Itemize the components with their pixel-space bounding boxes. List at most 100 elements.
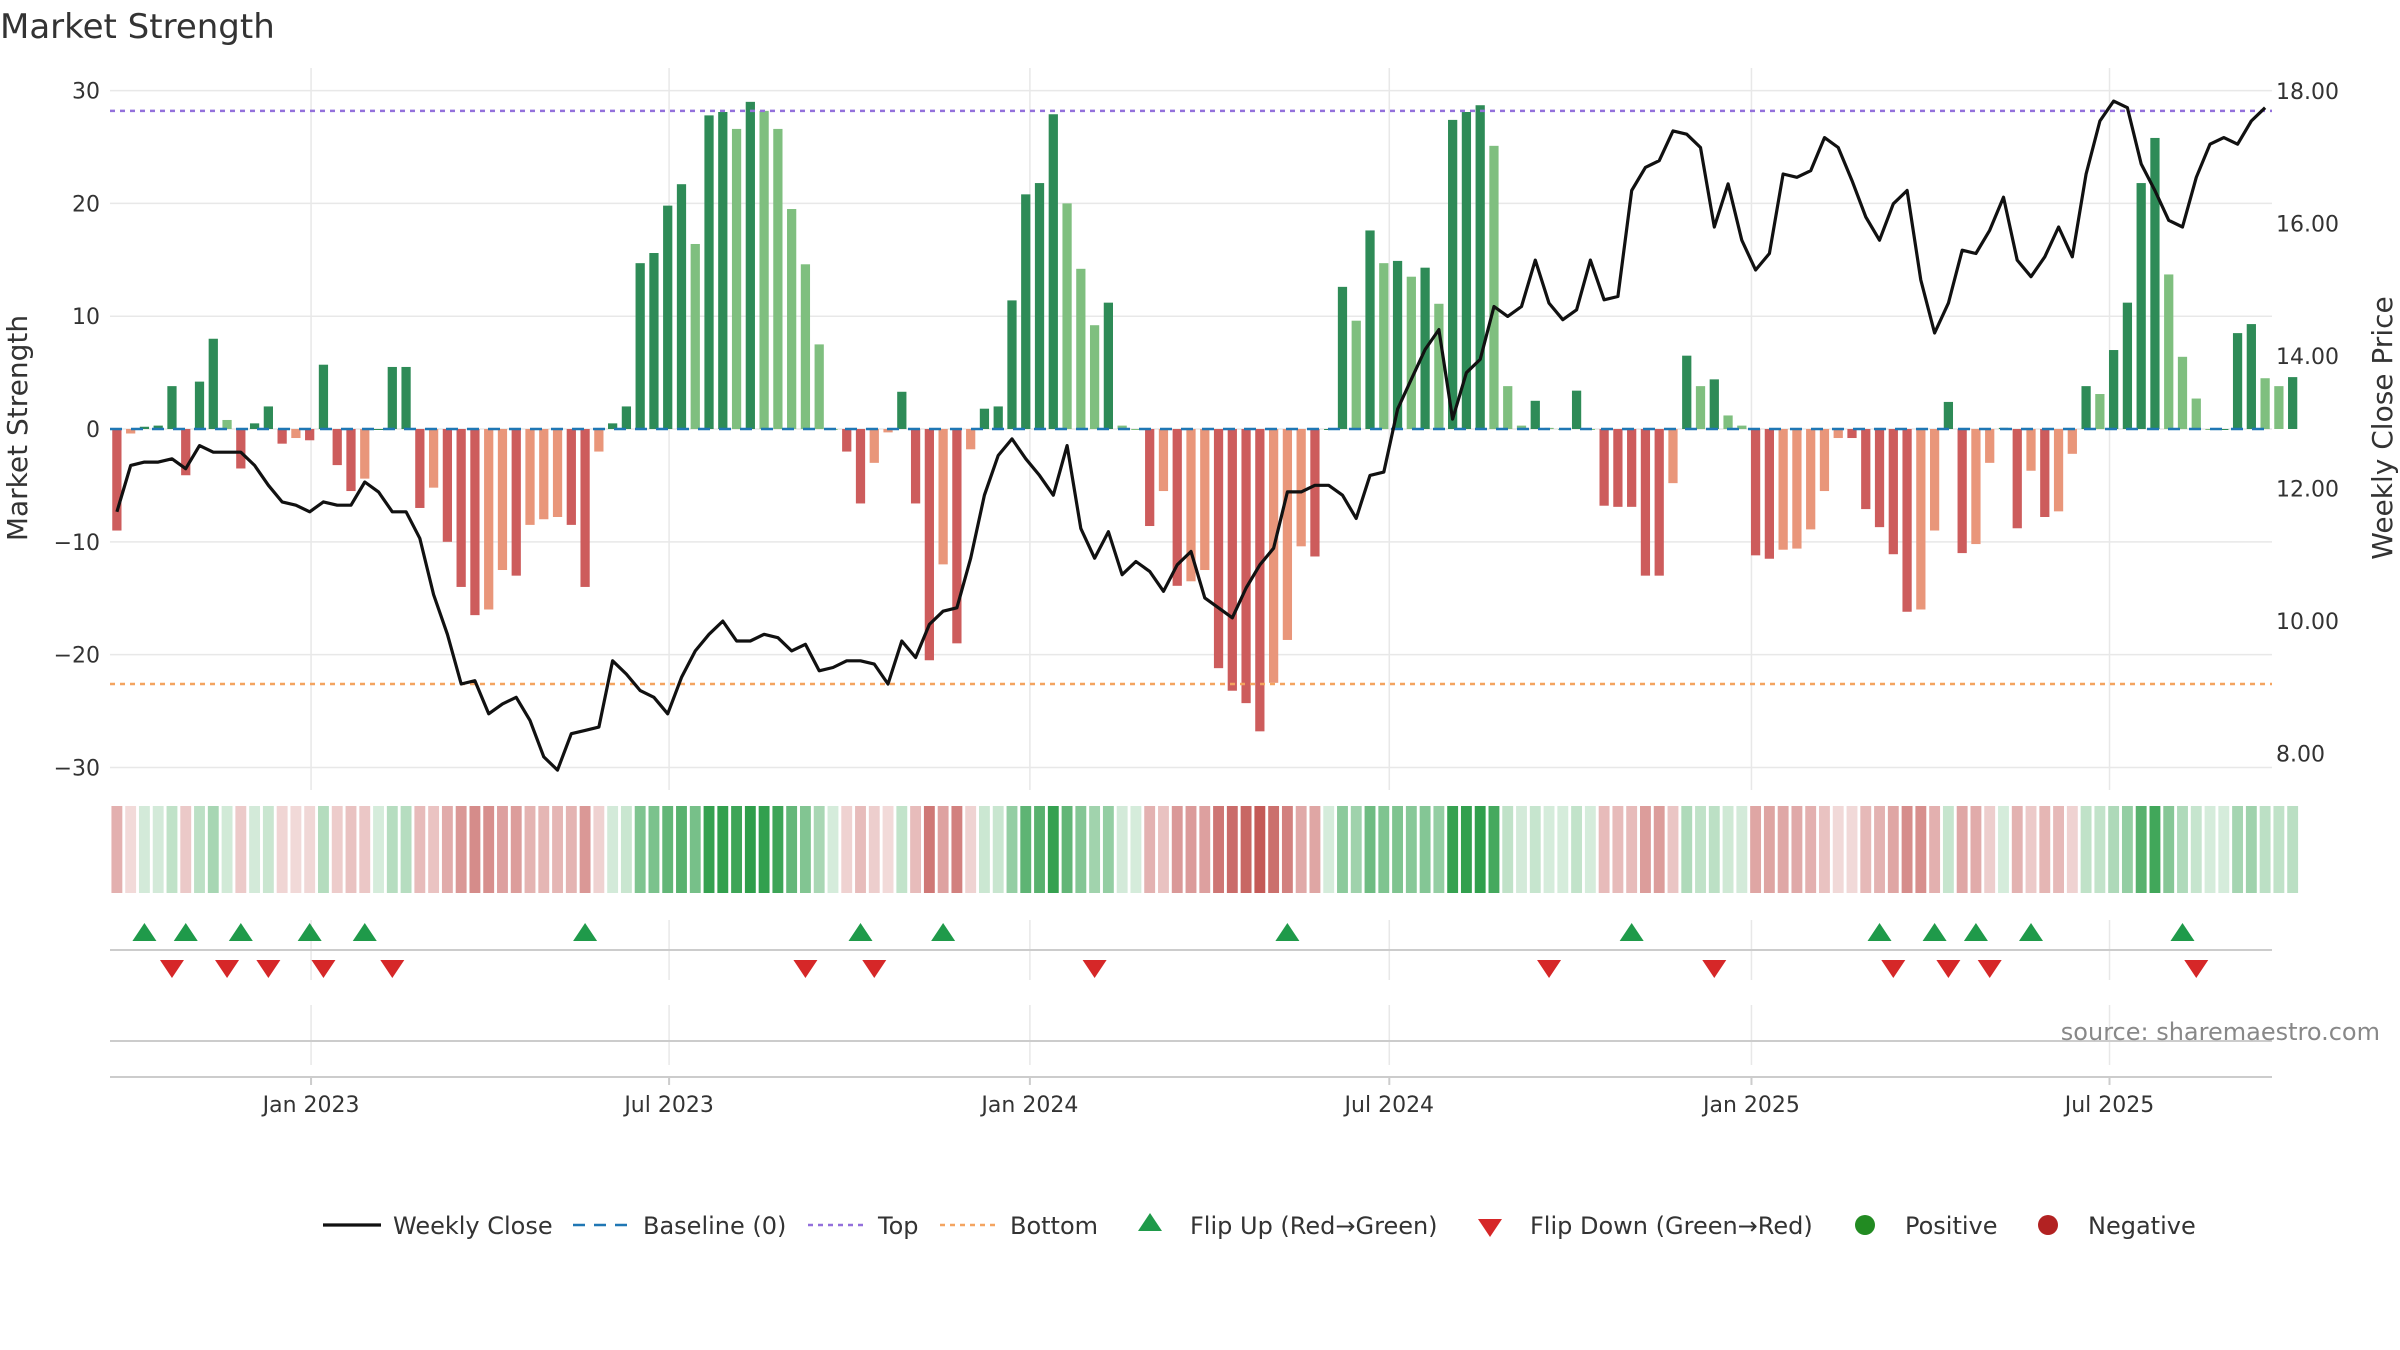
strip-cell bbox=[1405, 806, 1417, 893]
strength-bar bbox=[277, 429, 287, 444]
strength-bar bbox=[842, 429, 852, 452]
strip-cell bbox=[1240, 806, 1252, 893]
strength-bar bbox=[938, 429, 948, 565]
strip-cell bbox=[1901, 806, 1913, 893]
strength-bar bbox=[855, 429, 866, 504]
flip-down-marker bbox=[2184, 960, 2209, 978]
strength-bar bbox=[222, 419, 232, 429]
strength-bar bbox=[1365, 230, 1375, 429]
strength-bar bbox=[2081, 386, 2091, 429]
strength-bar bbox=[194, 381, 205, 429]
strength-bar bbox=[2177, 356, 2188, 429]
strip-cell bbox=[1378, 806, 1390, 893]
strip-cell bbox=[235, 806, 247, 893]
strip-cell bbox=[276, 806, 288, 893]
strength-bar bbox=[883, 429, 893, 433]
strip-cell bbox=[386, 806, 398, 893]
strength-bar bbox=[1571, 390, 1582, 429]
strip-cell bbox=[620, 806, 632, 893]
strength-bar bbox=[1172, 429, 1182, 586]
strength-bar bbox=[539, 429, 549, 520]
strip-cell bbox=[262, 806, 274, 893]
strength-bar bbox=[649, 253, 659, 429]
strip-cell bbox=[1529, 806, 1541, 893]
strength-bar bbox=[1819, 429, 1830, 492]
strength-bar bbox=[1833, 429, 1843, 439]
right-tick-label: 18.00 bbox=[2276, 80, 2339, 105]
strength-bar bbox=[663, 205, 673, 429]
strength-bar bbox=[2067, 429, 2077, 454]
strength-bar bbox=[1255, 429, 1265, 732]
strip-cell bbox=[813, 806, 825, 893]
strip-cell bbox=[538, 806, 550, 893]
strength-bar bbox=[2191, 398, 2201, 429]
legend-label: Flip Down (Green→Red) bbox=[1530, 1212, 1813, 1240]
strip-cell bbox=[882, 806, 894, 893]
strength-bar bbox=[1213, 429, 1224, 669]
strip-cell bbox=[1557, 806, 1569, 893]
flip-up-marker bbox=[1275, 923, 1300, 941]
strip-cell bbox=[1942, 806, 1954, 893]
strip-cell bbox=[1102, 806, 1114, 893]
strength-bar bbox=[1847, 429, 1857, 439]
strength-bar bbox=[511, 429, 521, 576]
strip-cell bbox=[1295, 806, 1307, 893]
strip-cell bbox=[1571, 806, 1583, 893]
strength-bar bbox=[1902, 429, 1912, 612]
strength-bar bbox=[1475, 105, 1485, 430]
strength-bar bbox=[1241, 429, 1251, 704]
strip-cell bbox=[152, 806, 164, 893]
strength-bar bbox=[1971, 429, 1981, 545]
strength-bar bbox=[1530, 400, 1540, 429]
strip-cell bbox=[1006, 806, 1018, 893]
strip-cell bbox=[910, 806, 922, 893]
left-tick-label: 0 bbox=[86, 418, 100, 443]
right-tick-label: 10.00 bbox=[2276, 610, 2339, 635]
flip-up-marker bbox=[352, 923, 377, 941]
strip-cell bbox=[1584, 806, 1596, 893]
strip-cell bbox=[1750, 806, 1762, 893]
strength-bar bbox=[773, 128, 783, 429]
strength-bar bbox=[924, 429, 934, 661]
lines-layer bbox=[110, 99, 2272, 772]
strength-bar bbox=[2232, 333, 2243, 429]
strength-bar bbox=[2260, 378, 2270, 429]
strip-cell bbox=[1832, 806, 1844, 893]
strength-bar bbox=[126, 429, 136, 434]
strength-bar bbox=[305, 429, 315, 441]
strip-cell bbox=[1874, 806, 1885, 893]
strip-cell bbox=[965, 806, 977, 893]
x-axis: Jan 2023 Jul 2023 Jan 2024 Jul 2024 Jan 2025… bbox=[110, 1076, 2272, 1118]
strength-bar bbox=[1723, 415, 1733, 429]
strip-cell bbox=[1075, 806, 1087, 893]
strip-cell bbox=[359, 806, 371, 893]
strength-bar bbox=[1613, 429, 1623, 507]
strength-bar bbox=[1158, 429, 1169, 492]
strength-bar bbox=[1269, 429, 1279, 683]
strip-cell bbox=[111, 806, 123, 893]
flip-down-marker bbox=[1537, 960, 1562, 978]
strength-bar bbox=[1048, 114, 1058, 430]
strip-cell bbox=[1020, 806, 1032, 893]
strip-cell bbox=[194, 806, 205, 893]
strip-cell bbox=[1447, 806, 1459, 893]
flip-markers-panel bbox=[110, 920, 2272, 1065]
strength-bar bbox=[1806, 429, 1816, 530]
strip-cell bbox=[1516, 806, 1527, 893]
strength-bar bbox=[2109, 350, 2119, 429]
flip-down-marker bbox=[159, 960, 184, 978]
strip-cell bbox=[1984, 806, 1996, 893]
strip-cell bbox=[2232, 806, 2244, 893]
strip-cell bbox=[1791, 806, 1803, 893]
strength-bar bbox=[497, 429, 508, 571]
strength-bar bbox=[635, 263, 645, 429]
strip-cell bbox=[2245, 806, 2257, 893]
strip-cell bbox=[1805, 806, 1817, 893]
strip-cell bbox=[717, 806, 729, 893]
strip-cell bbox=[1268, 806, 1280, 893]
strip-cell bbox=[662, 806, 674, 893]
strength-bar bbox=[291, 429, 301, 439]
strength-bar bbox=[1448, 119, 1458, 430]
strength-bar bbox=[2164, 274, 2174, 429]
flip-down-marker bbox=[1082, 960, 1107, 978]
